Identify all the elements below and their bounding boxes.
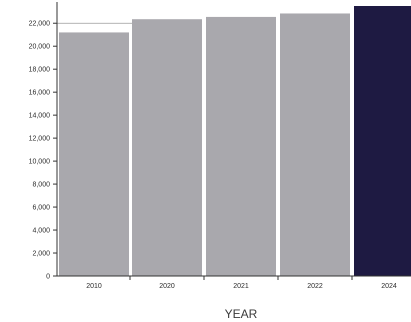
y-tick-label: 12,000 (29, 136, 51, 143)
x-tick-labels: 2010 2020 2021 2022 2024 (86, 283, 397, 290)
y-tick-label: 6,000 (32, 205, 50, 212)
y-tick-label: 10,000 (29, 159, 51, 166)
x-tick-label: 2021 (233, 283, 249, 290)
y-tick-label: 2,000 (32, 251, 50, 258)
y-tick-label: 18,000 (29, 67, 51, 74)
x-tick-label: 2024 (381, 283, 397, 290)
x-axis-title: YEAR (225, 307, 258, 321)
x-tick-label: 2010 (86, 283, 102, 290)
y-tick-label: 8,000 (32, 182, 50, 189)
bar-2021 (206, 16, 276, 277)
y-tick-label: 16,000 (29, 90, 51, 97)
y-tick-label: 0 (46, 274, 50, 281)
y-tick-label: 20,000 (29, 44, 51, 51)
x-tick-label: 2022 (307, 283, 323, 290)
axis-layer (53, 2, 411, 280)
y-tick-labels: 0 2,000 4,000 6,000 8,000 10,000 12,000 14,000 1… (29, 21, 51, 281)
y-tick-label: 4,000 (32, 228, 50, 235)
bar-2010 (59, 32, 129, 276)
bar-2022 (280, 13, 350, 277)
x-tick-label: 2020 (159, 283, 175, 290)
bars-layer (59, 6, 411, 277)
bar-2020 (132, 19, 202, 276)
bar-2024 (354, 6, 411, 276)
y-tick-label: 22,000 (29, 21, 51, 28)
y-tick-label: 14,000 (29, 113, 51, 120)
